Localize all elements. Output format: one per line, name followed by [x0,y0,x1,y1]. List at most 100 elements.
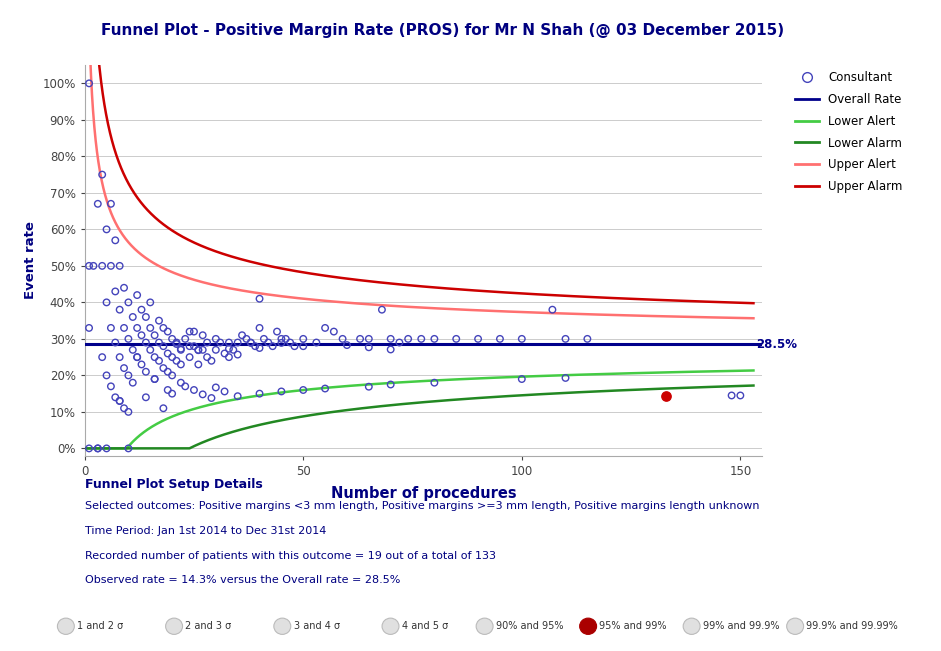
Point [117,363,132,373]
Point [117,283,132,293]
Point [112,305,127,315]
Point [221,344,236,354]
Point [125,344,140,355]
Point [99,297,114,307]
Point [279,334,294,344]
Point [82,78,97,89]
Point [173,344,188,355]
Point [160,348,175,359]
Point [353,334,368,344]
Point [361,381,376,392]
Point [95,169,110,180]
Text: 99% and 99.9%: 99% and 99.9% [703,621,779,631]
Point [182,341,197,352]
Text: 99.9% and 99.99%: 99.9% and 99.99% [806,621,899,631]
Text: Selected outcomes: Positive margins <3 mm length, Positive margins >=3 mm length: Selected outcomes: Positive margins <3 m… [85,501,759,511]
Point [427,334,442,344]
Point [152,355,167,366]
Point [186,326,201,337]
Point [147,330,162,340]
Point [130,352,145,363]
Point [169,339,184,349]
Point [309,337,324,348]
Y-axis label: Event rate: Event rate [24,221,37,299]
Point [182,326,197,337]
Point [383,380,398,390]
Point [269,326,284,337]
Legend: Consultant, Overall Rate, Lower Alert, Lower Alarm, Upper Alert, Upper Alarm: Consultant, Overall Rate, Lower Alert, L… [795,71,902,193]
Point [138,312,153,322]
Point [282,337,297,348]
Point [125,378,140,388]
Point [147,352,162,363]
Point [178,334,193,344]
Point [470,334,486,344]
Point [401,334,416,344]
Point [208,344,223,355]
Point [340,340,355,350]
Point [130,323,145,333]
Text: 28.5%: 28.5% [756,338,797,351]
Point [173,378,188,388]
Point [169,337,184,348]
Point [361,342,376,352]
Point [134,359,149,370]
Point [252,343,267,353]
Text: Observed rate = 14.3% versus the Overall rate = 28.5%: Observed rate = 14.3% versus the Overall… [85,575,400,585]
Point [90,199,105,209]
Text: Recorded number of patients with this outcome = 19 out of a total of 133: Recorded number of patients with this ou… [85,551,496,561]
Point [112,352,127,363]
Point [117,403,132,413]
Point [90,443,105,454]
Point [156,341,171,352]
Point [391,337,407,348]
Point [295,334,311,344]
Point [143,344,158,355]
Point [108,392,123,402]
Point [191,344,206,355]
Point [104,381,119,391]
Point [204,355,219,366]
Point [247,341,263,352]
Point [256,334,271,344]
Point [143,297,158,307]
Text: Time Period: Jan 1st 2014 to Dec 31st 2014: Time Period: Jan 1st 2014 to Dec 31st 20… [85,526,327,536]
Point [274,386,289,396]
Point [120,370,136,381]
Point [231,391,246,402]
Point [252,294,267,304]
Point [90,443,105,454]
Point [335,334,350,344]
Point [195,330,210,340]
Point [191,359,206,370]
Point [134,330,149,340]
Point [208,334,223,344]
Point [108,337,123,348]
Point [130,290,145,300]
Point [108,235,123,245]
Point [195,344,210,355]
Text: 3 and 4 σ: 3 and 4 σ [294,621,340,631]
Point [82,260,97,271]
Point [449,334,464,344]
Point [191,345,206,355]
Point [152,337,167,348]
Point [120,334,136,344]
Point [99,443,114,454]
Point [112,396,127,406]
Point [659,391,674,402]
Point [221,352,236,363]
Point [182,352,197,363]
Point [252,389,267,399]
Point [231,337,246,348]
Point [143,323,158,333]
Text: 2 and 3 σ: 2 and 3 σ [185,621,231,631]
Text: 90% and 95%: 90% and 95% [496,621,564,631]
Point [120,443,136,454]
Point [134,305,149,315]
Text: 4 and 5 σ: 4 and 5 σ [402,621,448,631]
Point [327,326,342,337]
Point [414,334,429,344]
Point [130,352,145,363]
Point [515,334,530,344]
